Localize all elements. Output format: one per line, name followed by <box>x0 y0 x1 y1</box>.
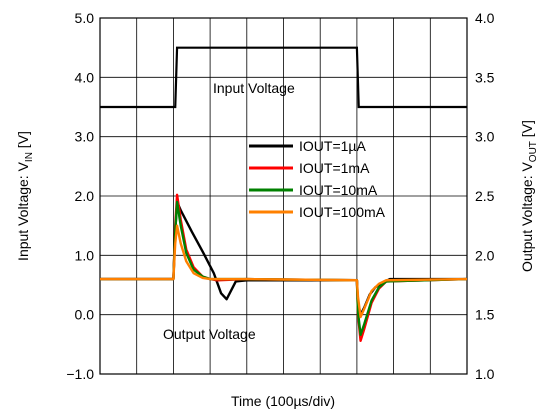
legend-label: IOUT=100mA <box>299 204 386 220</box>
left-axis-ticks: −1.0 0.0 1.0 2.0 3.0 4.0 5.0 <box>66 10 94 382</box>
left-tick-label: −1.0 <box>66 366 94 382</box>
left-tick-label: 3.0 <box>75 129 95 145</box>
x-axis-title: Time (100µs/div) <box>231 393 335 409</box>
plot-frame <box>99 17 468 375</box>
legend: IOUT=1µA IOUT=1mA IOUT=10mA IOUT=100mA <box>249 138 386 220</box>
left-axis-title-main: Input Voltage: V <box>15 161 31 261</box>
right-tick-label: 3.5 <box>475 69 495 85</box>
left-tick-label: 0.0 <box>75 307 95 323</box>
right-tick-label: 1.0 <box>475 366 495 382</box>
legend-label: IOUT=1mA <box>299 160 370 176</box>
right-axis-title-main: Output Voltage: V <box>519 162 535 272</box>
right-axis-ticks: 1.0 1.5 2.0 2.5 3.0 3.5 4.0 <box>475 10 495 382</box>
series-line-3 <box>100 224 468 319</box>
right-tick-label: 3.0 <box>475 129 495 145</box>
left-axis-title-sub: IN <box>24 152 35 162</box>
left-tick-label: 2.0 <box>75 188 95 204</box>
right-axis-title-sub: OUT <box>528 141 539 162</box>
left-tick-label: 4.0 <box>75 69 95 85</box>
right-tick-label: 2.0 <box>475 247 495 263</box>
right-axis-title: Output Voltage: VOUT [V] <box>519 120 539 272</box>
left-axis-title: Input Voltage: VIN [V] <box>15 131 35 261</box>
legend-label: IOUT=10mA <box>299 182 378 198</box>
left-axis-title-unit: [V] <box>15 131 31 152</box>
annotation-input-voltage: Input Voltage <box>213 80 295 96</box>
right-tick-label: 4.0 <box>475 10 495 26</box>
left-tick-label: 5.0 <box>75 10 95 26</box>
legend-label: IOUT=1µA <box>299 138 366 154</box>
right-tick-label: 2.5 <box>475 188 495 204</box>
left-tick-label: 1.0 <box>75 247 95 263</box>
annotation-output-voltage: Output Voltage <box>163 326 256 342</box>
right-tick-label: 1.5 <box>475 307 495 323</box>
right-axis-title-unit: [V] <box>519 120 535 141</box>
series-line-input-voltage <box>100 46 467 109</box>
series-layer <box>100 46 468 342</box>
grid <box>100 18 467 374</box>
